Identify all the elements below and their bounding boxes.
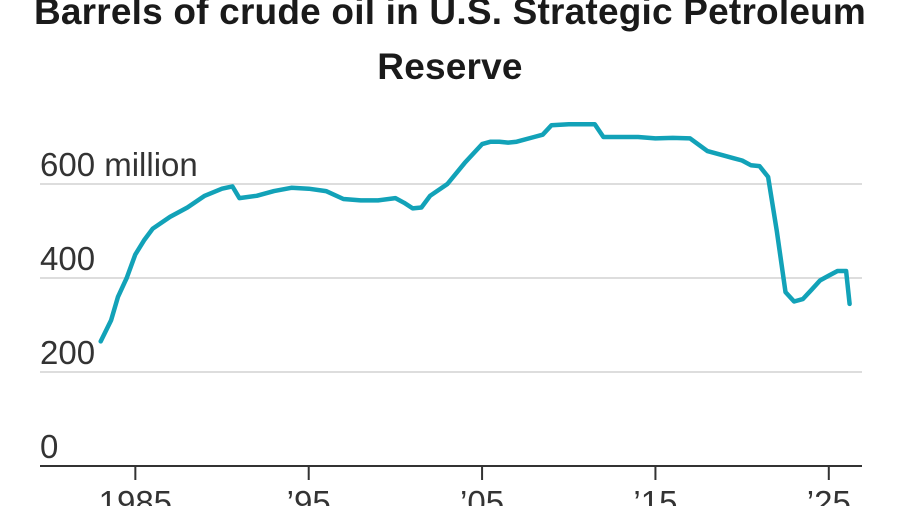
y-tick-label: 200 <box>40 334 95 371</box>
series-line-0 <box>98 122 852 344</box>
y-tick-label: 600 million <box>40 146 198 183</box>
x-tick-label: 1985 <box>99 484 172 506</box>
x-tick-label: ’15 <box>633 484 677 506</box>
y-tick-label: 0 <box>40 428 58 465</box>
x-tick-label: ’05 <box>460 484 504 506</box>
series-group <box>98 122 852 344</box>
x-tick-label: ’25 <box>807 484 851 506</box>
x-tick-label: ’95 <box>287 484 331 506</box>
y-tick-label: 400 <box>40 240 95 277</box>
x-tick-labels: 1985 ’95 ’05 ’15 ’25 <box>99 466 851 506</box>
chart-title: Barrels of crude oil in U.S. Strategic P… <box>33 0 867 87</box>
gridlines <box>40 183 862 373</box>
y-tick-labels: 600 million 400 200 0 <box>40 146 198 465</box>
